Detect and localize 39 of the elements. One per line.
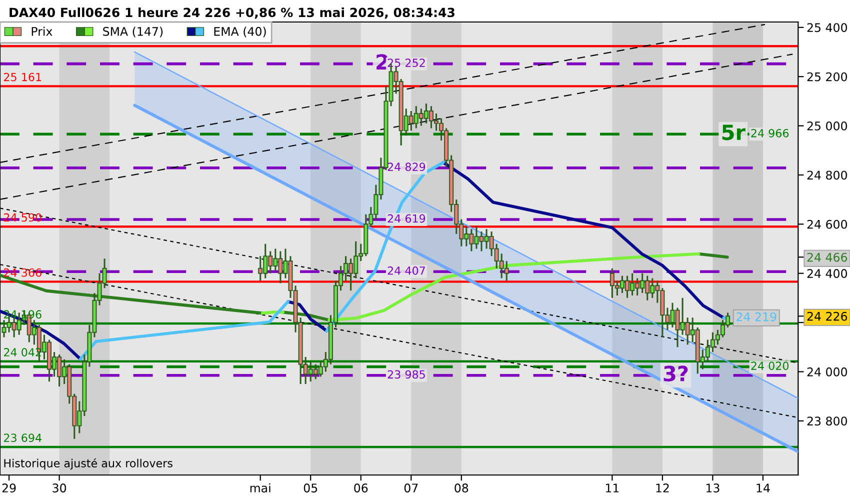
legend-label: Prix [32, 26, 52, 36]
y-tick-label: 24 226 [807, 312, 848, 321]
x-tick-label: 08 [454, 484, 468, 492]
y-tick-label: 25 200 [807, 72, 848, 82]
annotation: 24 020 [751, 362, 789, 370]
annotation: Historique ajusté aux rollovers [4, 458, 172, 470]
annotation: 24 219 [736, 312, 776, 322]
x-tick-label: 14 [756, 484, 770, 492]
y-tick-label: 24 800 [807, 170, 848, 180]
y-tick-label: 25 000 [807, 122, 848, 130]
annotation: 25 252 [388, 58, 425, 68]
annotation: 3? [664, 366, 688, 382]
x-tick-label: 12 [656, 484, 669, 492]
x-tick-label: 07 [404, 484, 418, 492]
annotation: 24 407 [388, 266, 425, 275]
y-tick-label: 23 800 [807, 416, 848, 426]
legend-label: EMA (40) [214, 26, 266, 38]
y-tick-label: 24 400 [807, 269, 848, 278]
x-tick-label: 05 [304, 484, 318, 492]
y-tick-label: 25 400 [807, 23, 848, 32]
annotation: 24 829 [388, 162, 426, 172]
chart-title: DAX40 Full0626 1 heure 24 226 +0,86 % 13 mai 2026, 08:34:43 [10, 8, 454, 19]
x-tick-label: mai [250, 483, 270, 492]
y-tick-label: 24 466 [807, 252, 848, 262]
annotation: 2 [376, 54, 388, 70]
y-tick-label: 24 000 [807, 367, 848, 376]
annotation: 5r [722, 124, 746, 140]
annotation: 24 619 [388, 214, 426, 223]
annotation: 23 985 [388, 370, 425, 379]
x-tick-label: 13 [706, 484, 720, 492]
ref-line-label: 25 161 [4, 72, 42, 82]
legend-label: SMA (147) [103, 26, 163, 38]
x-tick-label: 29 [2, 484, 16, 492]
x-tick-label: 11 [606, 484, 619, 492]
y-tick-label: 24 600 [807, 220, 848, 229]
x-tick-label: 30 [52, 484, 66, 492]
ref-line-label: 23 694 [4, 434, 42, 442]
annotation: 24 966 [751, 128, 789, 138]
x-tick-label: 06 [354, 484, 368, 492]
